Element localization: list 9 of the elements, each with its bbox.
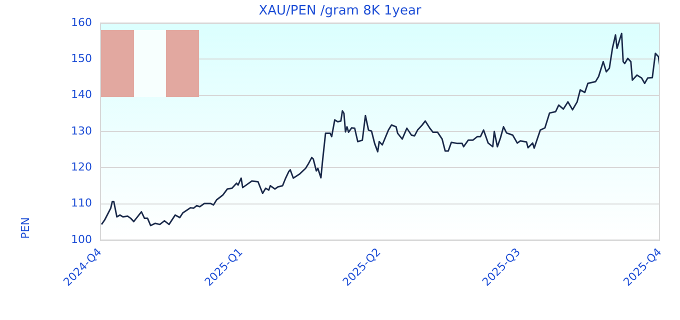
- y-tick-label: 150: [71, 52, 92, 66]
- chart-title: XAU/PEN /gram 8K 1year: [258, 3, 422, 18]
- y-tick-label: 110: [71, 196, 92, 210]
- y-tick-label: 140: [71, 88, 92, 102]
- y-tick-label: 160: [71, 16, 92, 29]
- y-tick-label: 130: [71, 124, 92, 138]
- y-tick-label: 120: [71, 160, 92, 174]
- y-axis-title: PEN: [18, 217, 32, 239]
- y-tick-label: 100: [71, 232, 92, 246]
